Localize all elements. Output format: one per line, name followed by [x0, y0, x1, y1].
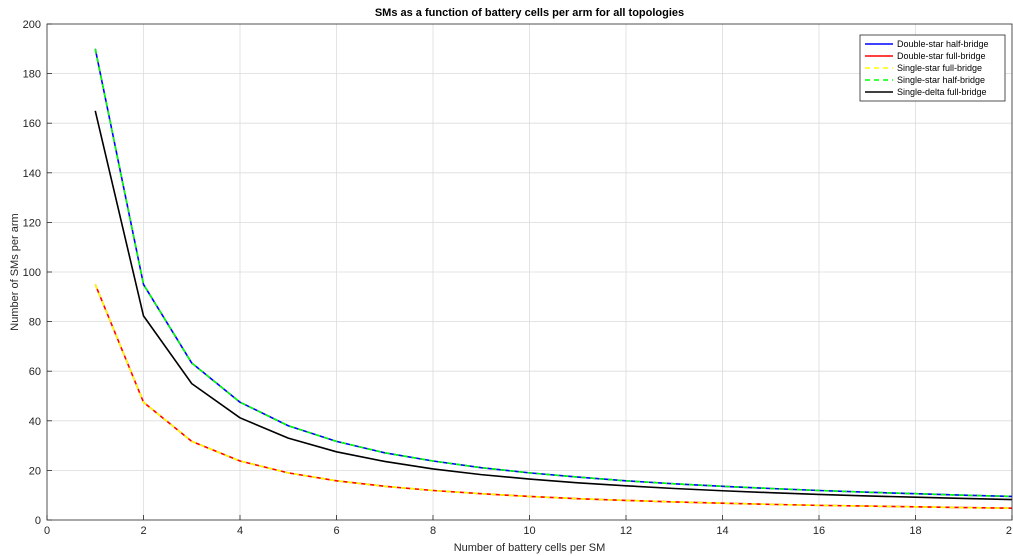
x-tick-label: 8 [430, 525, 436, 537]
y-tick-label: 0 [35, 515, 41, 527]
legend-label: Single-delta full-bridge [897, 87, 987, 97]
x-tick-label: 6 [333, 525, 339, 537]
x-tick-label: 2 [140, 525, 146, 537]
y-tick-label: 20 [29, 465, 41, 477]
y-axis-label: Number of SMs per arm [9, 213, 21, 330]
chart-title: SMs as a function of battery cells per a… [375, 7, 684, 19]
x-tick-label: 14 [716, 525, 728, 537]
y-tick-label: 40 [29, 416, 41, 428]
x-tick-label: 16 [813, 525, 825, 537]
y-tick-label: 140 [23, 168, 41, 180]
series-line-2 [94, 284, 1013, 510]
y-tick-label: 160 [23, 118, 41, 130]
y-tick-label: 120 [23, 217, 41, 229]
x-tick-label: 0 [44, 525, 50, 537]
x-tick-label: 4 [237, 525, 243, 537]
x-tick-label: 18 [909, 525, 921, 537]
legend: Double-star half-bridge Double-star full-… [859, 34, 1006, 102]
x-axis-label: Number of battery cells per SM [454, 542, 606, 554]
x-tick-label: 2 [1006, 525, 1012, 537]
y-tick-label: 180 [23, 69, 41, 81]
y-tick-label: 100 [23, 267, 41, 279]
y-tick-label: 80 [29, 317, 41, 329]
legend-label: Double-star half-bridge [897, 39, 989, 49]
grid [47, 24, 1012, 520]
legend-label: Double-star full-bridge [897, 51, 986, 61]
series-layer [94, 48, 1013, 510]
legend-label: Single-star full-bridge [897, 63, 982, 73]
series-line-1 [94, 48, 1013, 498]
y-tick-label: 60 [29, 366, 41, 378]
series-line-5 [94, 110, 1013, 501]
y-tick-label: 200 [23, 19, 41, 31]
x-tick-label: 12 [620, 525, 632, 537]
x-tick-label: 10 [523, 525, 535, 537]
legend-label: Single-star half-bridge [897, 75, 985, 85]
ticks: 0 2 4 6 8 10 12 14 16 18 2020406080100120140160180… [23, 19, 1013, 537]
